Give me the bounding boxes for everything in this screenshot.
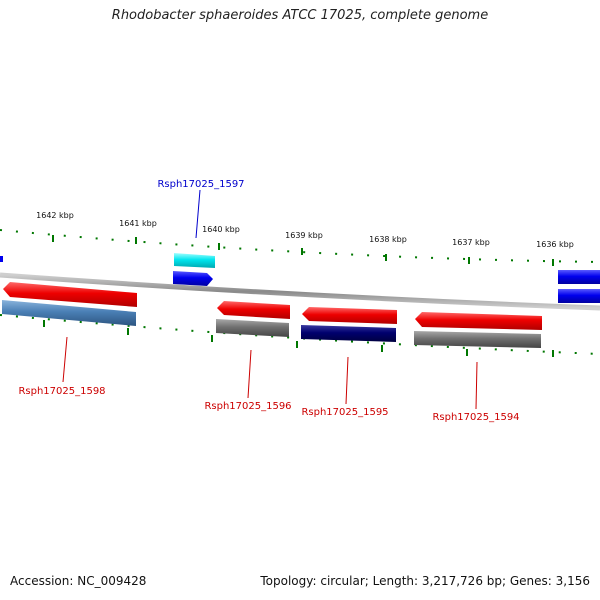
inner-major-ticks xyxy=(43,320,554,357)
gene-arrow-reverse-1595[interactable] xyxy=(302,307,397,324)
leader-line-1598 xyxy=(62,336,68,383)
accession-text: Accession: NC_009428 xyxy=(10,574,147,588)
leader-line-1596 xyxy=(247,349,252,399)
leader-line-1597 xyxy=(195,189,201,239)
kbp-label: 1637 kbp xyxy=(452,238,490,247)
leader-line-1594 xyxy=(475,361,478,410)
feature-cyan[interactable] xyxy=(174,253,215,268)
gene-label-1597[interactable]: Rsph17025_1597 xyxy=(157,179,244,190)
gene-arrow-reverse-1596[interactable] xyxy=(217,301,290,319)
gene-label-1594[interactable]: Rsph17025_1594 xyxy=(432,412,519,423)
leader-lines xyxy=(62,189,478,410)
feature-grey-1594[interactable] xyxy=(414,331,541,348)
gene-arrow-reverse-1598[interactable] xyxy=(3,282,137,307)
gene-label-1598[interactable]: Rsph17025_1598 xyxy=(18,386,105,397)
inner-tick-ring xyxy=(0,314,600,357)
feature-steelblue[interactable] xyxy=(2,300,136,326)
gene-arrow-forward-right-2[interactable] xyxy=(558,289,600,303)
outer-tick-ring xyxy=(0,229,600,266)
kbp-label: 1636 kbp xyxy=(536,240,574,249)
kbp-label: 1641 kbp xyxy=(119,219,157,228)
genome-summary-text: Topology: circular; Length: 3,217,726 bp… xyxy=(260,574,590,588)
gene-labels: Rsph17025_1597 Rsph17025_1598 Rsph17025_… xyxy=(18,179,519,423)
leader-line-1595 xyxy=(345,356,349,405)
kbp-label: 1640 kbp xyxy=(202,225,240,234)
feature-grey-1596[interactable] xyxy=(216,319,289,337)
kbp-label: 1638 kbp xyxy=(369,235,407,244)
gene-arrow-forward-right-1[interactable] xyxy=(558,270,600,284)
gene-label-1596[interactable]: Rsph17025_1596 xyxy=(204,401,291,412)
kbp-label: 1642 kbp xyxy=(36,211,74,220)
gene-arrow-forward-1597[interactable] xyxy=(173,271,213,286)
forward-features xyxy=(0,253,600,303)
forward-edge-marker xyxy=(0,256,3,262)
genome-backbone xyxy=(0,272,600,311)
outer-major-ticks xyxy=(52,235,554,266)
kbp-labels: 1642 kbp 1641 kbp 1640 kbp 1639 kbp 1638… xyxy=(36,211,574,249)
kbp-label: 1639 kbp xyxy=(285,231,323,240)
gene-label-1595[interactable]: Rsph17025_1595 xyxy=(301,407,388,418)
gene-arrow-reverse-1594[interactable] xyxy=(415,312,542,330)
map-title: Rhodobacter sphaeroides ATCC 17025, comp… xyxy=(111,8,489,23)
reverse-features xyxy=(2,282,542,348)
feature-navy-1595[interactable] xyxy=(301,325,396,342)
